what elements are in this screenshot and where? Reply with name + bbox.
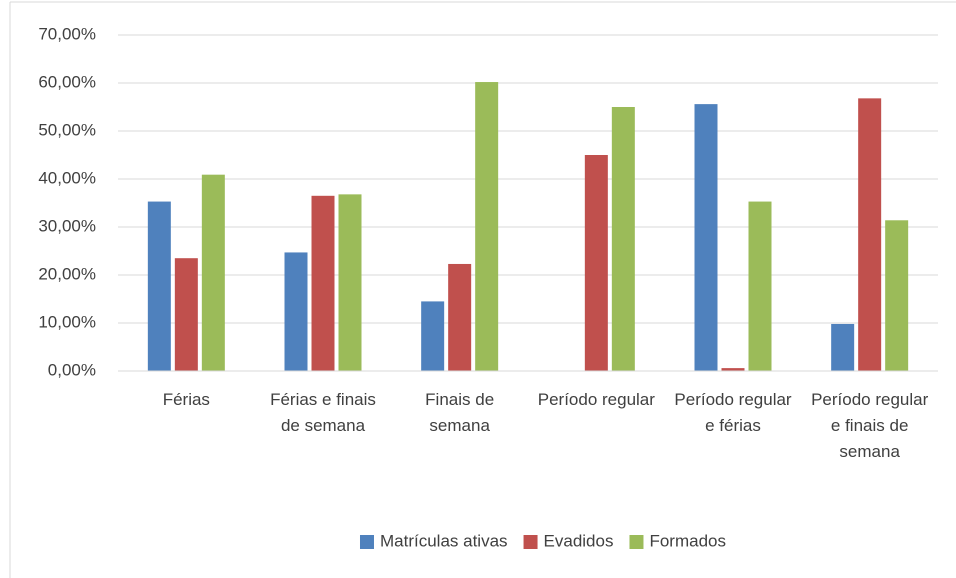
bar	[858, 98, 882, 372]
bar	[174, 258, 198, 371]
bar	[338, 194, 362, 371]
bar	[721, 368, 745, 371]
y-tick-label: 70,00%	[38, 24, 96, 43]
x-tick-label: Período regular	[538, 390, 656, 409]
y-tick-label: 0,00%	[48, 360, 96, 379]
bar	[748, 201, 772, 371]
x-tick-label: Férias e finais de semana	[270, 390, 376, 435]
y-tick-label: 20,00%	[38, 264, 96, 283]
legend-swatch	[359, 535, 374, 549]
legend-swatch	[629, 535, 644, 549]
bar	[475, 82, 499, 371]
x-tick-label: Período regular e finais de semana	[811, 390, 929, 461]
x-tick-label: Férias	[163, 390, 210, 409]
x-tick-label: Período regular e férias	[674, 390, 792, 435]
bar	[694, 104, 718, 372]
legend-swatch	[523, 535, 538, 549]
bar	[885, 220, 909, 371]
legend-label: Evadidos	[544, 531, 614, 550]
bar	[448, 263, 472, 371]
bar	[201, 174, 225, 371]
bar	[584, 155, 608, 371]
bar	[284, 252, 308, 371]
y-tick-label: 10,00%	[38, 312, 96, 331]
bar	[311, 195, 335, 371]
bar	[831, 323, 855, 371]
y-tick-label: 50,00%	[38, 120, 96, 139]
x-tick-label: Finais de semana	[425, 390, 494, 435]
y-tick-label: 30,00%	[38, 216, 96, 235]
bar	[421, 301, 445, 371]
legend-label: Formados	[649, 531, 726, 550]
bar	[147, 201, 171, 371]
y-tick-label: 60,00%	[38, 72, 96, 91]
legend-label: Matrículas ativas	[380, 531, 508, 550]
bar	[611, 107, 635, 371]
y-tick-label: 40,00%	[38, 168, 96, 187]
